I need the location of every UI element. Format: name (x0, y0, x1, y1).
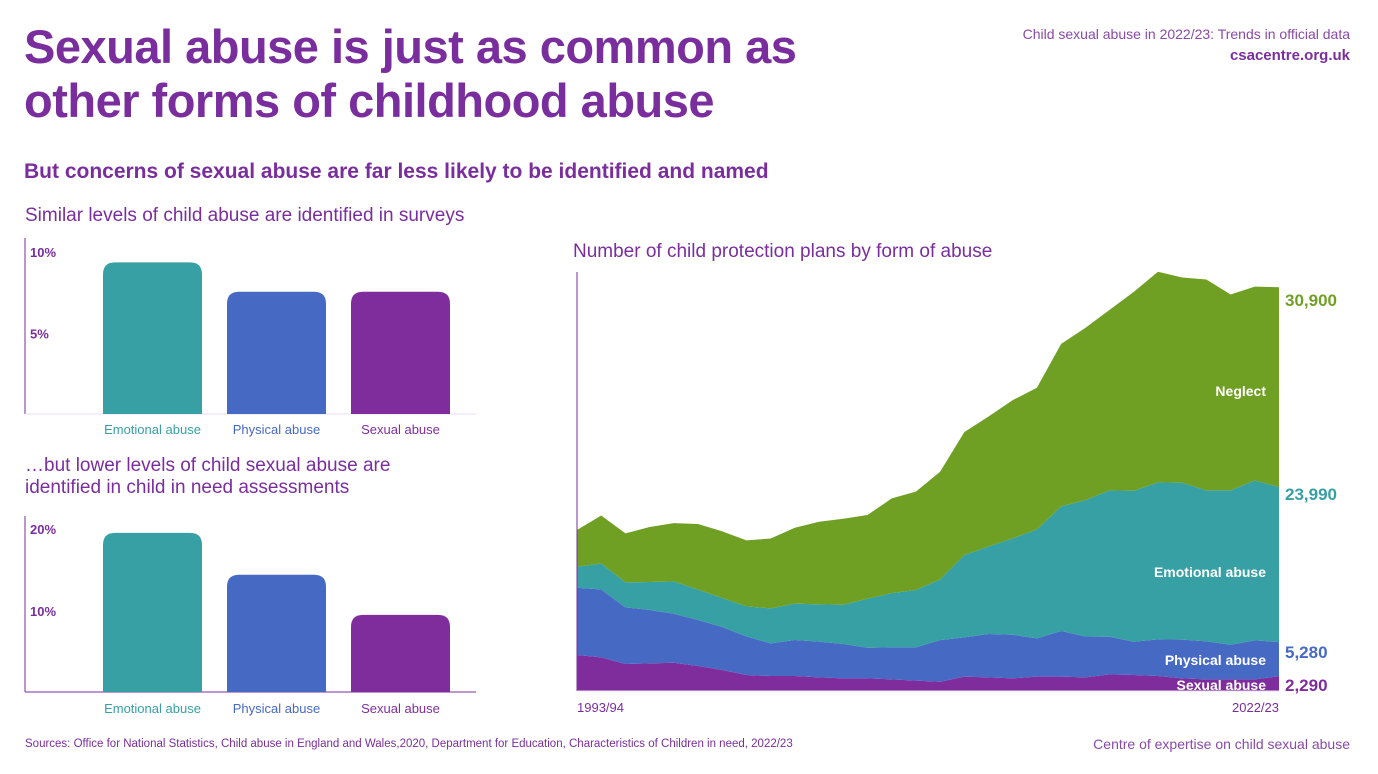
area-emotional-abuse (577, 480, 1279, 648)
bar-label: Sexual abuse (361, 422, 440, 437)
title-line-1: Sexual abuse is just as common as (24, 20, 797, 73)
area-chart-title: Number of child protection plans by form… (573, 241, 993, 262)
sources-note: Sources: Office for National Statistics,… (25, 738, 793, 750)
bar-label: Physical abuse (233, 701, 320, 716)
end-value-sexual-abuse: 2,290 (1285, 676, 1328, 695)
organisation-name: Centre of expertise on child sexual abus… (1093, 736, 1350, 752)
series-label-sexual-abuse: Sexual abuse (1177, 677, 1267, 693)
bar-label: Physical abuse (233, 422, 320, 437)
site-link[interactable]: csacentre.org.uk (1229, 47, 1350, 64)
bar-chart-2-title-line-2: identified in child in need assessments (25, 477, 350, 498)
bar-chart-2-tick-label: 20% (30, 522, 56, 537)
series-label-physical-abuse: Physical abuse (1165, 652, 1266, 668)
x-tick-label-end: 2022/23 (1232, 700, 1279, 715)
bar-physical-abuse (227, 574, 326, 692)
series-label-emotional-abuse: Emotional abuse (1154, 564, 1266, 580)
bar-emotional-abuse (103, 262, 202, 414)
bar-chart-1-title: Similar levels of child abuse are identi… (25, 205, 465, 226)
bar-chart-2-title: …but lower levels of child sexual abuse … (25, 455, 390, 499)
bar-label: Emotional abuse (104, 701, 201, 716)
bar-emotional-abuse (103, 532, 202, 692)
bar-chart-2-title-line-1: …but lower levels of child sexual abuse … (25, 455, 391, 476)
bar-label: Sexual abuse (361, 701, 440, 716)
report-name: Child sexual abuse in 2022/23: Trends in… (1022, 26, 1350, 42)
x-tick-label-start: 1993/94 (577, 700, 624, 715)
end-value-emotional-abuse: 23,990 (1285, 485, 1337, 504)
end-value-neglect: 30,900 (1285, 291, 1337, 310)
title-line-2: other forms of childhood abuse (24, 74, 715, 127)
bar-label: Emotional abuse (104, 422, 201, 437)
area-physical-abuse (577, 587, 1279, 682)
bar-sexual-abuse (351, 614, 450, 692)
bar-chart-1-tick-label: 5% (30, 327, 49, 342)
bar-physical-abuse (227, 291, 326, 414)
end-value-physical-abuse: 5,280 (1285, 643, 1328, 662)
bar-chart-2-tick-label: 10% (30, 604, 56, 619)
subtitle: But concerns of sexual abuse are far les… (24, 160, 769, 183)
bar-chart-1-tick-label: 10% (30, 245, 56, 260)
bar-sexual-abuse (351, 291, 450, 414)
area-neglect (577, 271, 1279, 609)
series-label-neglect: Neglect (1215, 383, 1266, 399)
area-sexual-abuse (577, 654, 1279, 691)
page-title: Sexual abuse is just as common as other … (24, 20, 797, 128)
